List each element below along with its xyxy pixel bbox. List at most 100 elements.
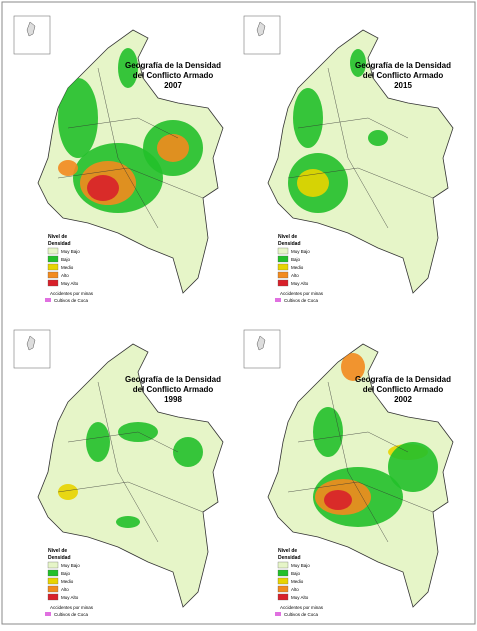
legend-label: Alto: [61, 273, 69, 278]
legend-label: Bajo: [291, 257, 301, 262]
legend-label: Muy Alto: [291, 281, 309, 286]
departments: [287, 67, 434, 229]
inset-island: [256, 21, 266, 37]
legend-label: Muy Bajo: [291, 563, 310, 568]
legend-swatch: [47, 585, 59, 593]
legend-label: Medio: [291, 265, 304, 270]
legend-label: Alto: [291, 273, 299, 278]
map-title: 2007: [164, 81, 182, 90]
legend-label: Bajo: [61, 257, 71, 262]
inset-box: [13, 329, 51, 369]
legend-swatch: [277, 577, 289, 585]
map-title: del Conflicto Armado: [133, 71, 214, 80]
map-title: del Conflicto Armado: [133, 385, 214, 394]
inset-island: [256, 335, 266, 351]
density-area: [368, 130, 388, 146]
legend-label: Medio: [61, 265, 74, 270]
legend-swatch: [277, 255, 289, 263]
legend-swatch: [47, 279, 59, 287]
density-area: [157, 134, 189, 162]
legend-label: Medio: [291, 579, 304, 584]
legend-coca-swatch: [275, 298, 281, 302]
legend-label: Bajo: [61, 571, 71, 576]
map-title: 1998: [164, 395, 182, 404]
legend-coca: Cultivos de Coca: [54, 612, 89, 617]
legend-mines: Accidentes por minas: [50, 291, 94, 296]
legend-title: Nivel de: [48, 548, 67, 554]
legend-swatch: [277, 585, 289, 593]
density-area: [58, 484, 78, 500]
legend-label: Muy Bajo: [61, 249, 80, 254]
density-area: [350, 49, 366, 77]
legend-mines: Accidentes por minas: [50, 605, 94, 610]
map-title: 2002: [394, 395, 412, 404]
legend-swatch: [47, 247, 59, 255]
inset-box: [243, 329, 281, 369]
legend-swatch: [277, 561, 289, 569]
legend-coca-swatch: [45, 612, 51, 616]
legend-swatch: [277, 263, 289, 271]
legend-mines: Accidentes por minas: [280, 605, 324, 610]
departments: [57, 381, 204, 543]
density-area: [58, 78, 98, 158]
density-area: [86, 422, 110, 462]
legend-coca-swatch: [45, 298, 51, 302]
legend-label: Muy Alto: [291, 595, 309, 600]
density-area: [87, 175, 119, 201]
legend-label: Medio: [61, 579, 74, 584]
legend-title: Nivel de: [48, 234, 67, 240]
departments: [57, 67, 204, 229]
density-area: [341, 353, 365, 381]
legend-label: Muy Bajo: [61, 563, 80, 568]
map-title: Geografía de la Densidad: [355, 61, 451, 70]
legend-swatch: [47, 569, 59, 577]
legend-swatch: [47, 271, 59, 279]
legend-mines: Accidentes por minas: [280, 291, 324, 296]
density-area: [118, 48, 138, 88]
legend-swatch: [47, 561, 59, 569]
inset-box: [243, 15, 281, 55]
legend-title: Densidad: [278, 555, 301, 561]
legend-swatch: [47, 577, 59, 585]
density-area: [58, 160, 78, 176]
legend-label: Muy Alto: [61, 595, 79, 600]
map-title: 2015: [394, 81, 412, 90]
legend-title: Nivel de: [278, 548, 297, 554]
legend-swatch: [277, 569, 289, 577]
map-title: Geografía de la Densidad: [355, 375, 451, 384]
legend-label: Muy Bajo: [291, 249, 310, 254]
legend-label: Bajo: [291, 571, 301, 576]
legend-label: Alto: [61, 587, 69, 592]
departments: [287, 381, 434, 543]
legend-coca: Cultivos de Coca: [284, 298, 319, 303]
legend-swatch: [277, 279, 289, 287]
inset-island: [26, 335, 36, 351]
legend-label: Muy Alto: [61, 281, 79, 286]
legend-title: Densidad: [48, 241, 71, 247]
density-area: [173, 437, 203, 467]
legend-swatch: [277, 593, 289, 601]
legend-title: Nivel de: [278, 234, 297, 240]
legend-title: Densidad: [278, 241, 301, 247]
density-area: [324, 490, 352, 510]
map-title: del Conflicto Armado: [363, 71, 444, 80]
inset-box: [13, 15, 51, 55]
density-area: [293, 88, 323, 148]
density-area: [116, 516, 140, 528]
country: [37, 343, 224, 608]
legend-swatch: [47, 263, 59, 271]
legend-coca-swatch: [275, 612, 281, 616]
legend-swatch: [277, 247, 289, 255]
density-area: [313, 407, 343, 457]
legend-swatch: [47, 255, 59, 263]
map-title: del Conflicto Armado: [363, 385, 444, 394]
legend-coca: Cultivos de Coca: [54, 298, 89, 303]
density-area: [297, 169, 329, 197]
map-title: Geografía de la Densidad: [125, 61, 221, 70]
legend-swatch: [277, 271, 289, 279]
